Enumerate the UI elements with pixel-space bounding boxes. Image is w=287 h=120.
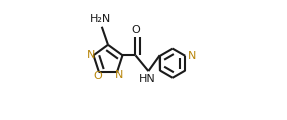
Text: O: O (132, 25, 140, 35)
Text: N: N (86, 50, 95, 60)
Text: H₂N: H₂N (90, 14, 111, 24)
Text: N: N (115, 70, 123, 80)
Text: HN: HN (139, 74, 156, 84)
Text: N: N (188, 51, 196, 61)
Text: O: O (94, 71, 102, 81)
